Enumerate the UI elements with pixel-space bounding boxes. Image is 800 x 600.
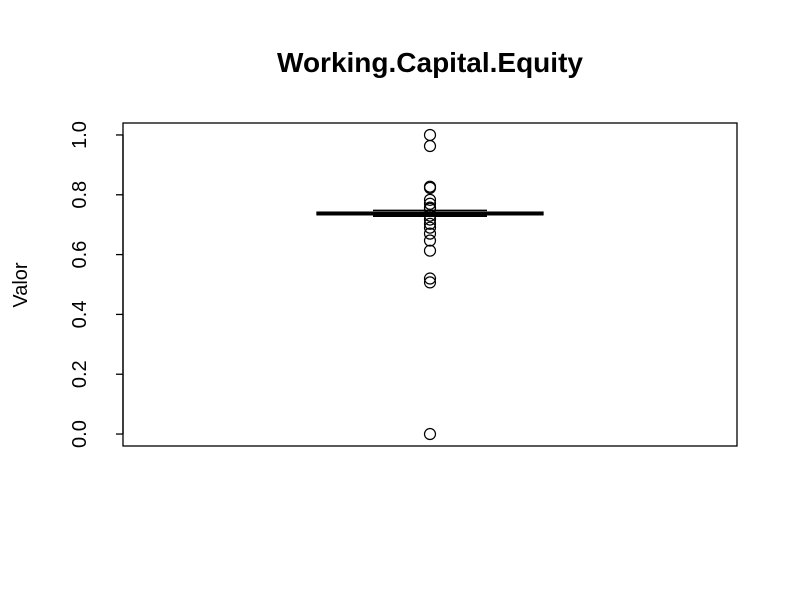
outlier [423, 181, 437, 194]
outlier [423, 427, 437, 441]
y-tick-label: 0.6 [69, 241, 91, 269]
outlier [423, 213, 437, 226]
y-tick-label: 0.8 [69, 181, 91, 209]
chart-title: Working.Capital.Equity [277, 47, 583, 78]
outlier [423, 209, 437, 222]
outlier [423, 221, 437, 234]
outlier [423, 234, 437, 247]
y-axis-label: Valor [10, 262, 32, 308]
y-tick-label: 1.0 [69, 121, 91, 149]
outlier [423, 197, 437, 210]
outlier [423, 139, 437, 153]
outlier [423, 193, 437, 206]
outlier [423, 227, 437, 240]
y-tick-label: 0.0 [69, 420, 91, 448]
outlier [423, 272, 437, 285]
outlier [423, 244, 437, 257]
outlier [423, 217, 437, 230]
outlier [423, 276, 437, 289]
y-tick-label: 0.4 [69, 301, 91, 329]
y-tick-label: 0.2 [69, 360, 91, 388]
